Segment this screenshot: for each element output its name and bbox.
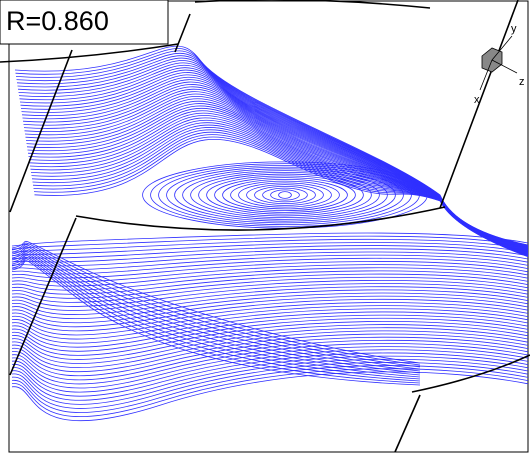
run-label: R=0.860 bbox=[6, 6, 109, 36]
page: R=0.860 x y z (() => { const data = JSON… bbox=[0, 0, 530, 456]
axis-label: x bbox=[474, 94, 480, 106]
axis-label: z bbox=[519, 76, 525, 88]
axis-label: y bbox=[511, 23, 517, 35]
label-box: R=0.860 bbox=[0, 0, 168, 44]
flow-view: R=0.860 x y z bbox=[0, 0, 530, 456]
